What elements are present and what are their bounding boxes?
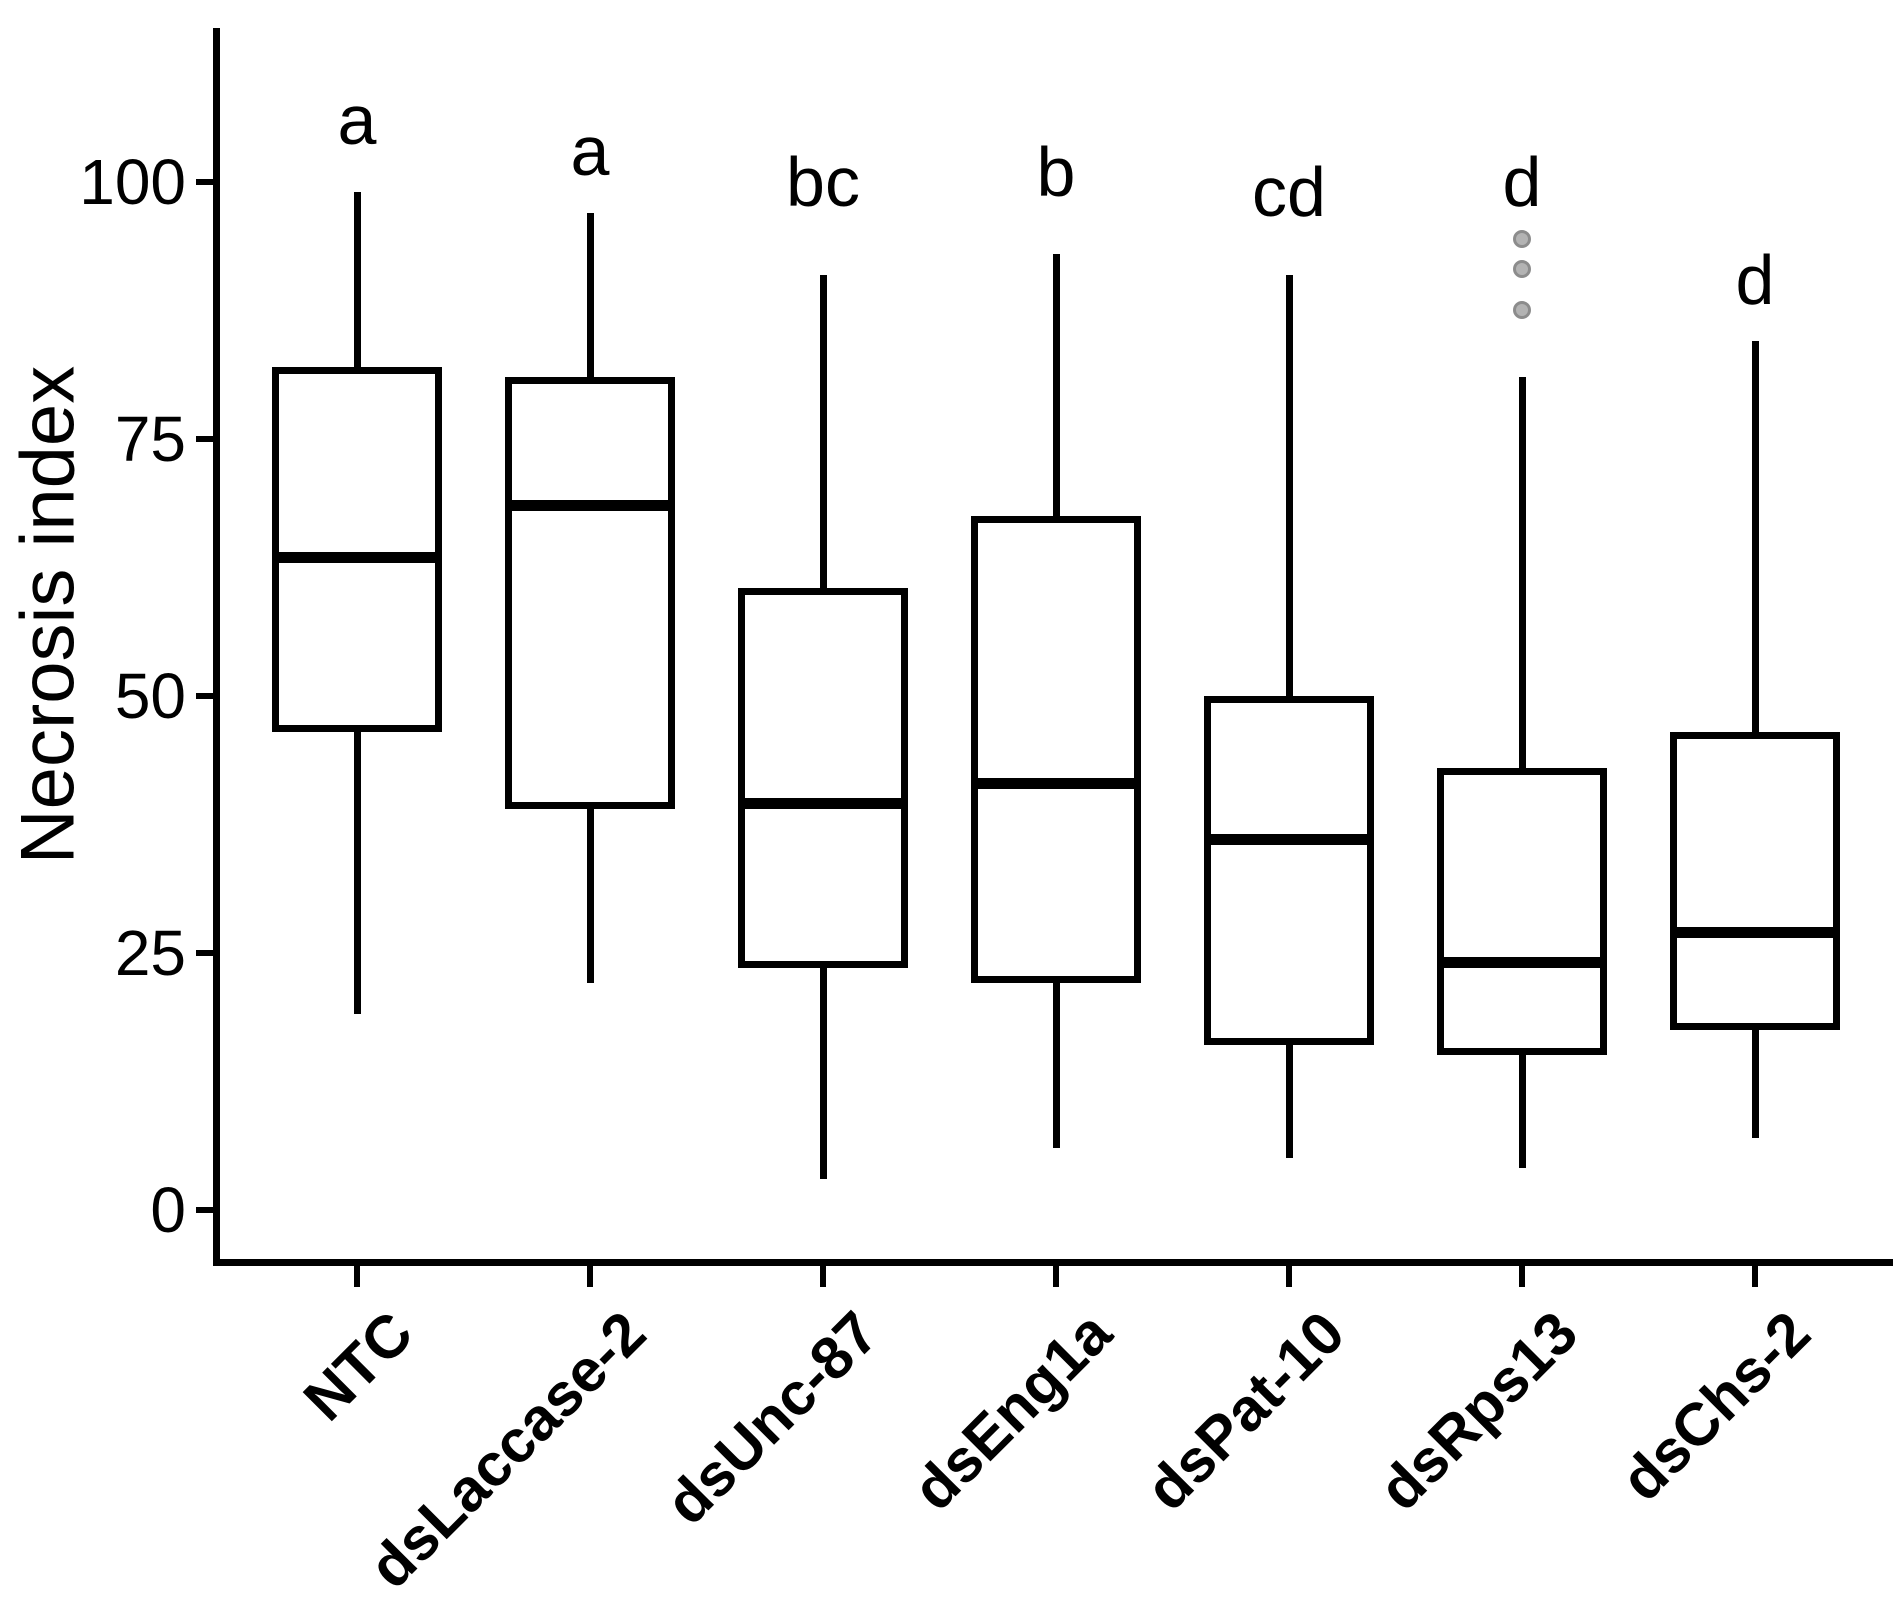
median-line [505, 500, 675, 512]
box-iqr [1204, 695, 1374, 1046]
box-iqr [505, 377, 675, 809]
y-tick-label: 50 [114, 659, 186, 732]
significance-letter: cd [1252, 153, 1326, 232]
box-iqr [971, 515, 1141, 984]
x-category-label-text: NTC [290, 1298, 426, 1434]
median-line [1670, 926, 1840, 938]
box-iqr [1670, 731, 1840, 1030]
median-line [1437, 957, 1607, 969]
median-line [1204, 834, 1374, 846]
outlier-point [1513, 260, 1531, 279]
y-axis-tick [195, 1206, 217, 1213]
y-tick-label: 100 [79, 146, 186, 219]
outlier-point [1513, 229, 1531, 248]
significance-letter: bc [786, 143, 860, 222]
y-tick-label: 0 [150, 1173, 186, 1246]
y-axis-tick [195, 179, 217, 186]
x-axis-tick [354, 1266, 360, 1287]
box-iqr [738, 587, 908, 969]
x-axis-tick [587, 1266, 593, 1287]
significance-letter: d [1735, 240, 1775, 319]
box-iqr [272, 366, 442, 732]
significance-letter: d [1502, 143, 1542, 222]
significance-letter: b [1036, 132, 1076, 211]
x-category-label-text: dsUnc-87 [652, 1298, 892, 1538]
median-line [971, 777, 1141, 789]
box-iqr [1437, 767, 1607, 1056]
x-axis-line [213, 1259, 1893, 1266]
x-axis-tick [1286, 1266, 1292, 1287]
y-axis-line [213, 28, 220, 1266]
significance-letter: a [337, 81, 377, 160]
y-tick-label: 25 [114, 916, 186, 989]
median-line [738, 798, 908, 810]
y-axis-tick [195, 435, 217, 442]
x-category-label-text: dsPat-10 [1132, 1298, 1358, 1523]
outlier-point [1513, 301, 1531, 320]
x-category-label-text: dsChs-2 [1608, 1298, 1824, 1514]
y-tick-label: 75 [114, 402, 186, 475]
x-category-label-text: dsRps13 [1365, 1298, 1591, 1523]
median-line [272, 551, 442, 563]
x-axis-tick [1519, 1266, 1525, 1287]
significance-letter: a [570, 112, 610, 191]
y-axis-title: Necrosis index [0, 210, 96, 1020]
x-category-label-text: dsEng1a [899, 1298, 1125, 1523]
x-axis-tick [1752, 1266, 1758, 1287]
x-axis-tick [1053, 1266, 1059, 1287]
x-axis-tick [820, 1266, 826, 1287]
y-axis-tick [195, 692, 217, 699]
y-axis-tick [195, 949, 217, 956]
